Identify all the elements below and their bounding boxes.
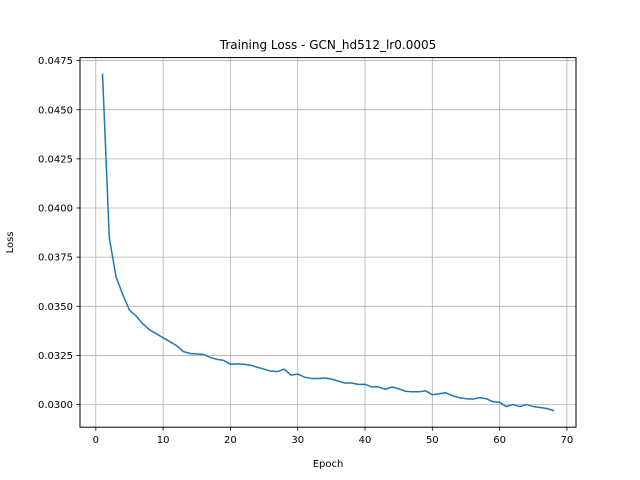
x-tick-label: 30 bbox=[291, 435, 304, 446]
y-tick-label: 0.0400 bbox=[38, 204, 73, 215]
x-axis: 0 10 20 30 40 50 60 70 bbox=[93, 427, 574, 446]
x-tick-label: 60 bbox=[493, 435, 506, 446]
x-tick-label: 20 bbox=[224, 435, 237, 446]
y-tick-label: 0.0425 bbox=[38, 154, 73, 165]
x-tick-label: 70 bbox=[561, 435, 574, 446]
plot-frame bbox=[79, 57, 577, 428]
y-tick-label: 0.0300 bbox=[38, 400, 73, 411]
loss-series-line bbox=[101, 73, 555, 412]
y-tick-label: 0.0450 bbox=[38, 105, 73, 116]
grid bbox=[80, 57, 576, 428]
y-tick-label: 0.0375 bbox=[38, 253, 73, 264]
y-tick-label: 0.0475 bbox=[38, 56, 73, 67]
x-axis-label: Epoch bbox=[313, 459, 344, 470]
x-tick-label: 40 bbox=[359, 435, 372, 446]
y-tick-label: 0.0350 bbox=[38, 302, 73, 313]
y-axis: 0.0300 0.0325 0.0350 0.0375 0.0400 0.0425 0.04… bbox=[38, 56, 80, 411]
x-tick-label: 0 bbox=[93, 435, 99, 446]
y-tick-label: 0.0325 bbox=[38, 351, 73, 362]
x-tick-label: 10 bbox=[157, 435, 170, 446]
series-line-group bbox=[101, 73, 555, 412]
y-axis-label: Loss bbox=[5, 231, 16, 253]
x-tick-label: 50 bbox=[426, 435, 439, 446]
chart-title: Training Loss - GCN_hd512_lr0.0005 bbox=[219, 38, 436, 52]
